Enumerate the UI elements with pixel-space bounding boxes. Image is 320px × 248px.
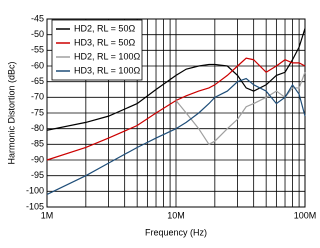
plot-frame — [46, 18, 306, 208]
y-tick-label: -75 — [31, 107, 44, 117]
series-line — [46, 28, 306, 131]
y-tick-label: -85 — [31, 139, 44, 149]
y-tick-label: -90 — [31, 154, 44, 164]
chart: Frequency (Hz) Harmonic Distortion (dBc)… — [6, 13, 317, 237]
x-tick-label: 10M — [167, 210, 185, 220]
y-tick-label: -50 — [31, 29, 44, 39]
y-tick-label: -105 — [26, 201, 44, 211]
y-tick-label: -60 — [31, 60, 44, 70]
legend-label: HD3, RL = 50Ω — [74, 37, 135, 47]
legend-label: HD2, RL = 50Ω — [74, 23, 135, 33]
legend-box — [51, 19, 143, 81]
y-tick-label: -95 — [31, 170, 44, 180]
legend-label: HD3, RL = 100Ω — [74, 65, 140, 75]
y-tick-label: -70 — [31, 92, 44, 102]
legend: HD2, RL = 50Ω HD3, RL = 50Ω HD2, RL = 100Ω… — [51, 19, 143, 81]
legend-label: HD2, RL = 100Ω — [74, 51, 140, 61]
y-tick-label: -65 — [31, 76, 44, 86]
y-tick-label: -45 — [31, 13, 44, 23]
x-tick-label: 1M — [41, 210, 54, 220]
series-line — [175, 72, 306, 146]
x-tick-label: 100M — [294, 210, 317, 220]
y-tick-label: -80 — [31, 123, 44, 133]
series-line — [46, 77, 306, 196]
x-axis-title: Frequency (Hz) — [145, 227, 207, 237]
y-tick-label: -100 — [26, 186, 44, 196]
series-line — [46, 57, 306, 161]
y-axis-title: Harmonic Distortion (dBc) — [6, 61, 16, 164]
y-tick-label: -55 — [31, 45, 44, 55]
